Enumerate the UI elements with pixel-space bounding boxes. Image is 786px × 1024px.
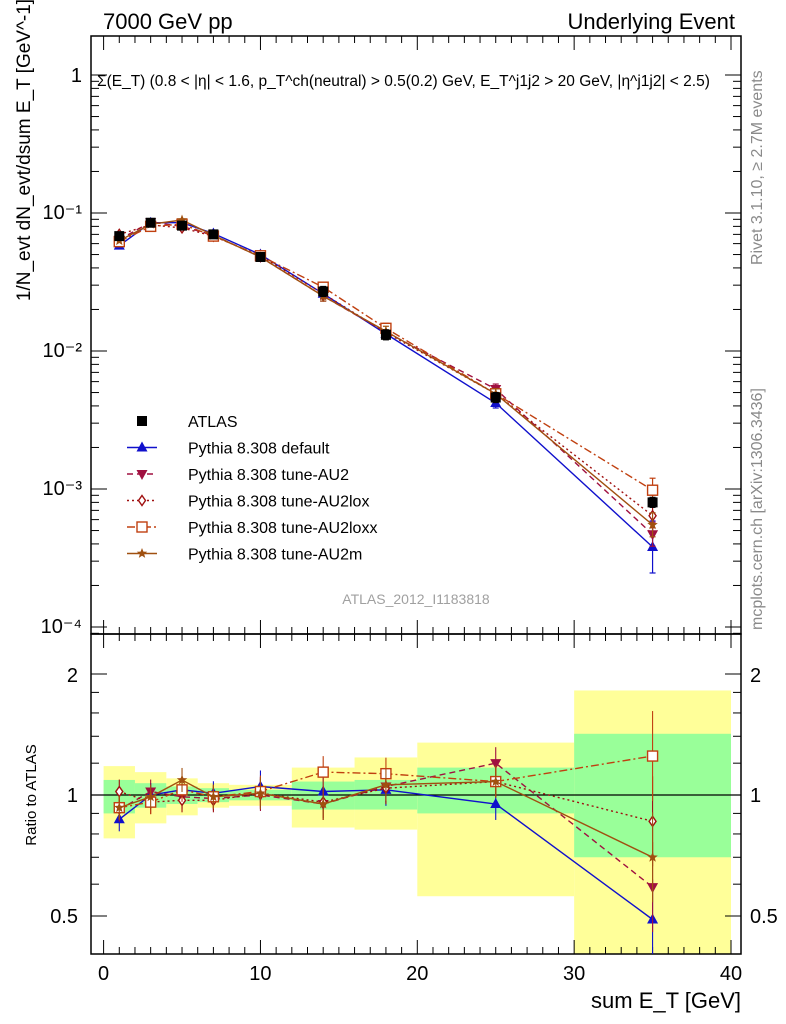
marker-star: [647, 519, 658, 530]
y-main-axis-label: 1/N_evt dN_evt/dsum E_T [GeV^-1]: [14, 0, 35, 301]
series-line-au2: [118, 221, 654, 535]
marker-square-open: [317, 766, 329, 778]
y-tick-label: 10⁻¹: [43, 202, 83, 224]
marker-star: [136, 548, 148, 558]
marker-star: [114, 802, 125, 813]
legend-label: Pythia 8.308 tune-AU2: [188, 467, 349, 484]
marker-square: [647, 497, 658, 508]
legend-item: Pythia 8.308 tune-AU2lox: [127, 494, 369, 511]
marker-triangle-up: [490, 797, 502, 808]
marker-square: [145, 217, 156, 228]
legend-item: ATLAS: [137, 414, 238, 431]
y-tick-label: 1: [71, 65, 82, 87]
marker-square-open: [136, 521, 148, 533]
marker-square: [137, 416, 147, 426]
y-ratio-tick-label: 0.5: [50, 906, 78, 928]
analysis-label: ATLAS_2012_I1183818: [342, 591, 490, 607]
y-tick-label: 10⁻²: [43, 340, 83, 362]
series-au2loxx: [113, 218, 659, 503]
legend-item: Pythia 8.308 default: [127, 441, 330, 458]
y-tick-label: 10⁻⁴: [41, 616, 82, 638]
y-main-tick-labels: 1 10⁻¹ 10⁻² 10⁻³ 10⁻⁴: [41, 65, 83, 638]
mcplots-label: mcplots.cern.ch [arXiv:1306.3436]: [749, 388, 766, 630]
marker-star: [647, 851, 658, 862]
ratio-uncertainty-bands: [91, 690, 741, 954]
legend-item: Pythia 8.308 tune-AU2m: [127, 547, 362, 564]
marker-triangle-down: [136, 470, 148, 480]
marker-star: [318, 798, 329, 809]
x-tick-label: 20: [406, 963, 428, 985]
marker-star: [176, 214, 188, 225]
y-ratio-tick-labels: 2 1 0.5: [50, 665, 78, 928]
marker-square: [114, 231, 125, 242]
rivet-label: Rivet 3.1.10, ≥ 2.7M events: [749, 70, 766, 265]
legend-label: Pythia 8.308 default: [188, 441, 330, 458]
marker-square-open: [646, 750, 659, 762]
marker-square-open: [646, 484, 659, 496]
y-ratio-tick-label: 1: [67, 785, 78, 807]
marker-star: [490, 776, 501, 786]
y-ratio-axis-label: Ratio to ATLAS: [23, 744, 40, 845]
x-tick-label: 40: [720, 963, 742, 985]
y-ratio-tick-labels-right: 2 1 0.5: [750, 665, 778, 928]
marker-square: [208, 229, 219, 240]
marker-diamond-open: [137, 494, 147, 507]
main-series-layer: [113, 214, 659, 574]
x-tick-labels: 0 10 20 30 40: [98, 963, 742, 985]
y-ratio-tick-label-right: 2: [750, 665, 761, 687]
ratio-panel-frame: [90, 633, 742, 955]
marker-square: [318, 286, 329, 297]
marker-star: [255, 787, 266, 798]
y-ratio-tick-label-right: 0.5: [750, 906, 778, 928]
legend-item: Pythia 8.308 tune-AU2loxx: [127, 520, 377, 537]
legend-label: ATLAS: [188, 414, 238, 431]
marker-square: [255, 251, 266, 262]
title-left: 7000 GeV pp: [103, 9, 233, 34]
marker-triangle-down: [490, 759, 502, 770]
x-tick-label: 10: [249, 963, 271, 985]
x-axis-label: sum E_T [GeV]: [591, 988, 741, 1013]
main-panel-frame: [90, 35, 742, 635]
ratio-series-au2m: [114, 765, 658, 903]
marker-triangle-up: [136, 441, 148, 452]
y-tick-label: 10⁻³: [43, 478, 83, 500]
marker-star: [176, 774, 188, 785]
legend-item: Pythia 8.308 tune-AU2: [127, 467, 349, 484]
legend: ATLAS Pythia 8.308 default Pythia 8.308 tu…: [127, 414, 377, 564]
marker-star: [145, 791, 156, 802]
marker-square: [380, 329, 391, 340]
marker-square: [177, 220, 188, 231]
legend-label: Pythia 8.308 tune-AU2m: [188, 547, 362, 564]
title-right: Underlying Event: [567, 9, 735, 34]
selection-label: Σ(E_T) (0.8 < |η| < 1.6, p_T^ch(neutral)…: [97, 73, 710, 90]
series-au2m: [114, 214, 658, 538]
series-atlas: [114, 217, 658, 508]
axes-ticks: [91, 36, 741, 954]
legend-label: Pythia 8.308 tune-AU2loxx: [188, 520, 377, 537]
y-ratio-tick-label-right: 1: [750, 785, 761, 807]
marker-star: [380, 779, 392, 790]
y-ratio-tick-label: 2: [67, 665, 78, 687]
legend-label: Pythia 8.308 tune-AU2lox: [188, 494, 369, 511]
x-tick-label: 0: [98, 963, 109, 985]
ratio-series-layer: [113, 711, 659, 954]
x-tick-label: 30: [563, 963, 585, 985]
marker-square: [490, 392, 501, 403]
marker-star: [208, 791, 219, 802]
